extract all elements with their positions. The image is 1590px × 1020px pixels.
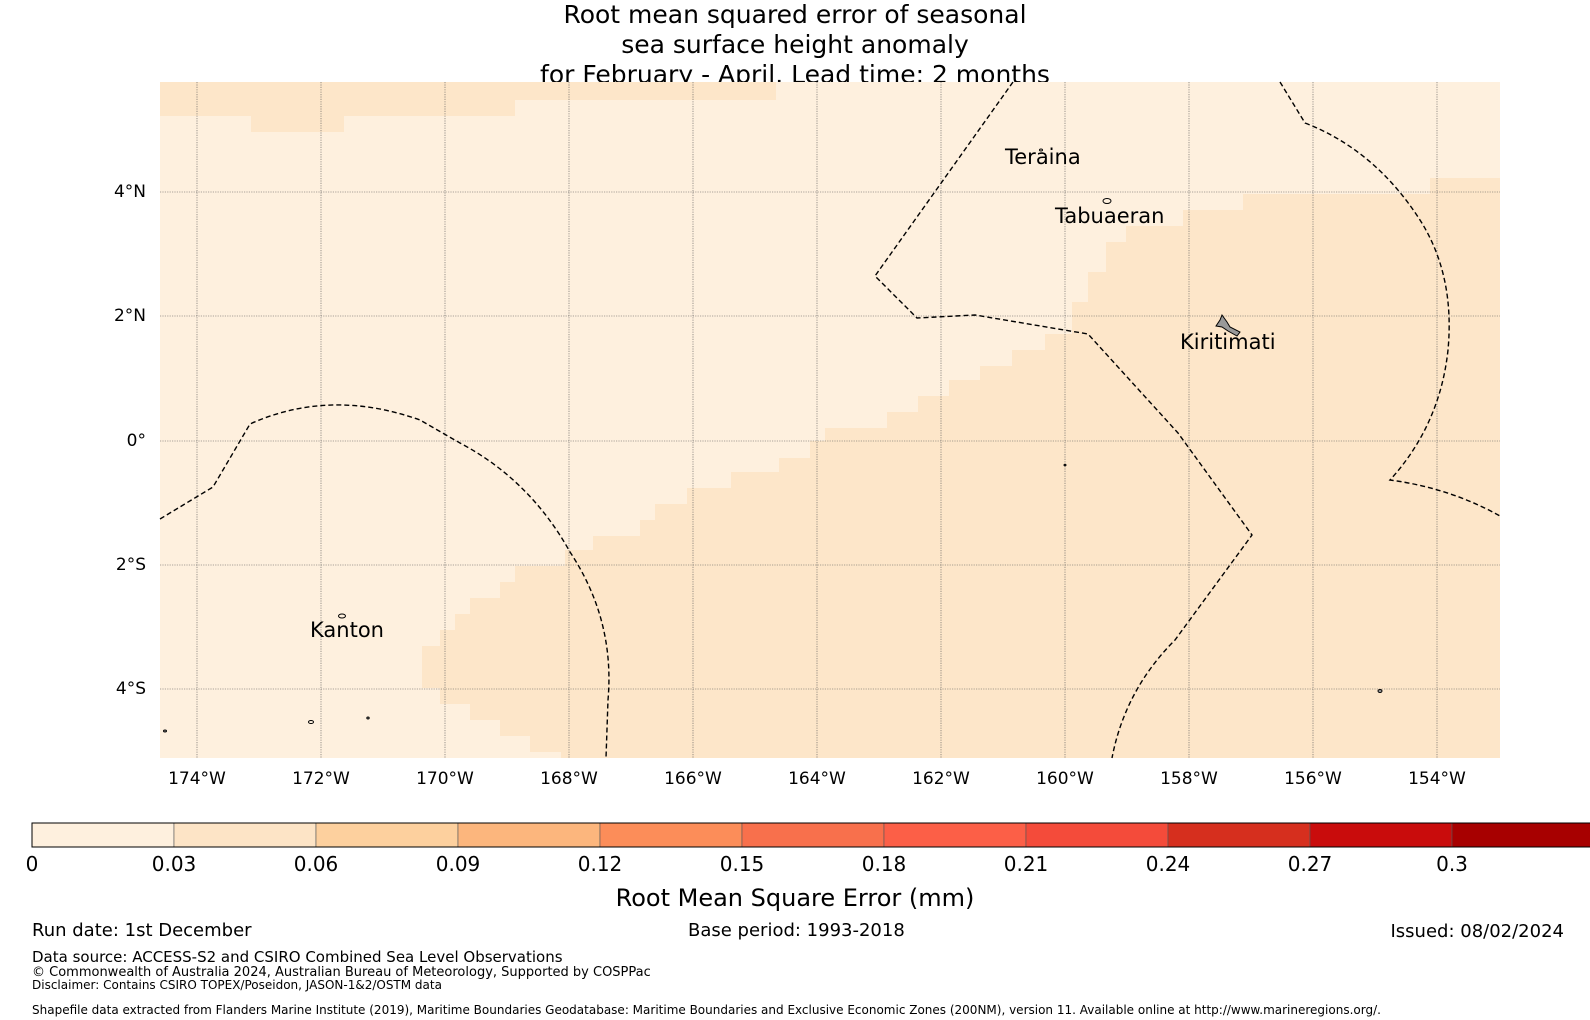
small-island-4 (1063, 463, 1067, 467)
eez-line-islands-north (874, 81, 1253, 759)
place-label-kanton: Kanton (310, 618, 384, 642)
colorbar-segment (315, 822, 459, 848)
shapefile-credit: Shapefile data extracted from Flanders M… (32, 1003, 1381, 1017)
lon-label: 160°W (1036, 769, 1094, 789)
colorbar-segment (1309, 822, 1453, 848)
colorbar-label: Root Mean Square Error (mm) (615, 884, 975, 912)
lon-label: 166°W (664, 769, 722, 789)
disclaimer: Disclaimer: Contains CSIRO TOPEX/Poseido… (32, 978, 442, 992)
run-date: Run date: 1st December (32, 920, 252, 941)
mid-rmse-region (422, 178, 1500, 758)
islands (163, 148, 1383, 733)
colorbar-tick-label: 0.18 (861, 852, 907, 876)
title-line-1: Root mean squared error of seasonal (563, 0, 1027, 29)
place-label-teraina: Teraina (1004, 145, 1081, 169)
colorbar-tick-label: 0.12 (577, 852, 623, 876)
title-line-2: sea surface height anomaly (621, 30, 969, 59)
colorbar-tick-label: 0.03 (151, 852, 197, 876)
colorbar-outline (31, 822, 1590, 848)
tabuaeran-island (1102, 198, 1112, 204)
lon-label: 174°W (168, 769, 226, 789)
lon-label: 164°W (788, 769, 846, 789)
colorbar-tick-label: 0.3 (1436, 852, 1468, 876)
kanton-island (338, 613, 346, 619)
lon-label: 158°W (1160, 769, 1218, 789)
lat-label: 4°S (115, 679, 146, 699)
top-strip-region (160, 82, 776, 132)
lon-label: 170°W (416, 769, 474, 789)
colorbar-tick-label: 0.15 (719, 852, 765, 876)
colorbar-segment (457, 822, 601, 848)
colorbar-segment (173, 822, 317, 848)
issued-date: Issued: 08/02/2024 (1390, 921, 1564, 942)
colorbar-segment (31, 822, 175, 848)
small-island-1 (308, 720, 314, 724)
lat-label: 2°N (113, 306, 146, 326)
lon-label: 168°W (540, 769, 598, 789)
lon-label: 156°W (1284, 769, 1342, 789)
map-plot: Teraina Tabuaeran Kiritimati Kanton (159, 81, 1501, 759)
data-source: Data source: ACCESS-S2 and CSIRO Combine… (32, 948, 563, 966)
colorbar-tick-label: 0.27 (1287, 852, 1333, 876)
small-island-5 (163, 729, 167, 733)
place-label-tabuaeran: Tabuaeran (1054, 204, 1164, 228)
colorbar-tick-label: 0.21 (1003, 852, 1049, 876)
colorbar-tick-label: 0.09 (435, 852, 481, 876)
small-island-3 (1377, 689, 1383, 693)
copyright: © Commonwealth of Australia 2024, Austra… (32, 965, 651, 980)
colorbar-segment (599, 822, 743, 848)
eez-kiritimati-east (1279, 81, 1501, 517)
colorbar-tick-label: 0.24 (1145, 852, 1191, 876)
colorbar-segment (1451, 822, 1590, 848)
gridlines (160, 82, 1500, 758)
small-island-2 (366, 716, 370, 720)
lat-label: 2°S (115, 555, 146, 575)
colorbar-segment (883, 822, 1027, 848)
colorbar (31, 822, 1590, 848)
colorbar-segment (1167, 822, 1311, 848)
lat-label: 4°N (113, 182, 146, 202)
colorbar-segment (741, 822, 885, 848)
teraina-island (1039, 148, 1043, 152)
base-period: Base period: 1993-2018 (688, 920, 905, 941)
lon-label: 162°W (912, 769, 970, 789)
colorbar-tick-label: 0 (25, 852, 39, 876)
colorbar-tick-label: 0.06 (293, 852, 339, 876)
lon-label: 172°W (292, 769, 350, 789)
eez-boundaries (159, 81, 1501, 759)
kiritimati-island (1215, 313, 1241, 337)
eez-kanton-boundary (159, 404, 610, 759)
lat-label: 0° (126, 431, 146, 451)
lon-label: 154°W (1408, 769, 1466, 789)
place-label-kiritimati: Kiritimati (1180, 330, 1276, 354)
colorbar-segment (1025, 822, 1169, 848)
